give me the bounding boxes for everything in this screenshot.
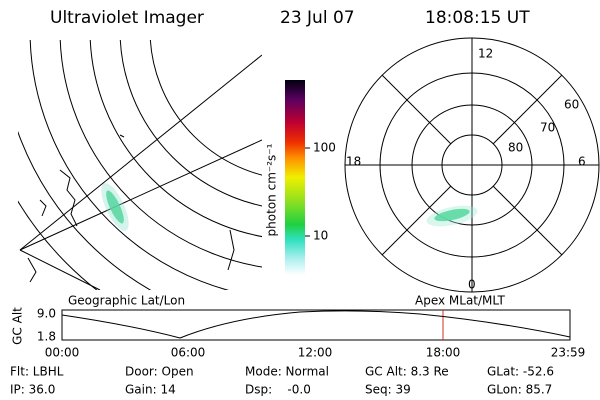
timeline-xtick: 06:00 — [171, 346, 206, 360]
mlt-label: 18 — [346, 155, 361, 169]
info-field: Seq: 39 — [365, 383, 411, 397]
polar-plot — [344, 37, 600, 293]
colorbar-label: photon cm⁻²s⁻¹ — [265, 143, 279, 236]
mlat-label: 60 — [564, 98, 579, 112]
colorbar-tick: 100 — [313, 141, 336, 155]
altitude-curve — [61, 310, 571, 339]
info-field: GLon: 85.7 — [487, 383, 552, 397]
timeline-right-label: Apex MLat/MLT — [415, 294, 505, 308]
info-field: GC Alt: 8.3 Re — [365, 365, 449, 379]
mlat-label: 70 — [540, 121, 555, 135]
timeline-xtick: 18:00 — [426, 346, 461, 360]
info-field: Gain: 14 — [125, 383, 176, 397]
mlt-label: 0 — [468, 278, 476, 292]
info-field: IP: 36.0 — [10, 383, 55, 397]
timeline-left-label: Geographic Lat/Lon — [68, 294, 185, 308]
info-field: Dsp: -0.0 — [245, 383, 311, 397]
info-field: GLat: -52.6 — [487, 365, 554, 379]
timeline-y-label: GC Alt — [11, 307, 25, 345]
mlat-label: 80 — [508, 141, 523, 155]
info-field: Flt: LBHL — [10, 365, 64, 379]
timeline-ytick: 9.0 — [37, 307, 56, 321]
date: 23 Jul 07 — [280, 8, 355, 28]
title: Ultraviolet Imager — [50, 8, 204, 28]
timeline-xtick: 00:00 — [45, 346, 80, 360]
time: 18:08:15 UT — [425, 8, 530, 28]
timeline-xtick: 12:00 — [298, 346, 333, 360]
info-panel: Flt: LBHL Door: Open Mode: Normal GC Alt: 8… — [10, 365, 554, 397]
timeline-ytick: 1.8 — [37, 330, 56, 344]
geographic-map — [18, 40, 262, 290]
timeline-box — [61, 309, 571, 341]
info-field: Door: Open — [125, 365, 194, 379]
timeline-xtick: 23:59 — [551, 346, 586, 360]
colorbar — [285, 80, 305, 275]
mlt-label: 12 — [478, 47, 493, 61]
mlt-label: 6 — [578, 155, 586, 169]
info-field: Mode: Normal — [245, 365, 329, 379]
colorbar-tick: 10 — [313, 229, 328, 243]
